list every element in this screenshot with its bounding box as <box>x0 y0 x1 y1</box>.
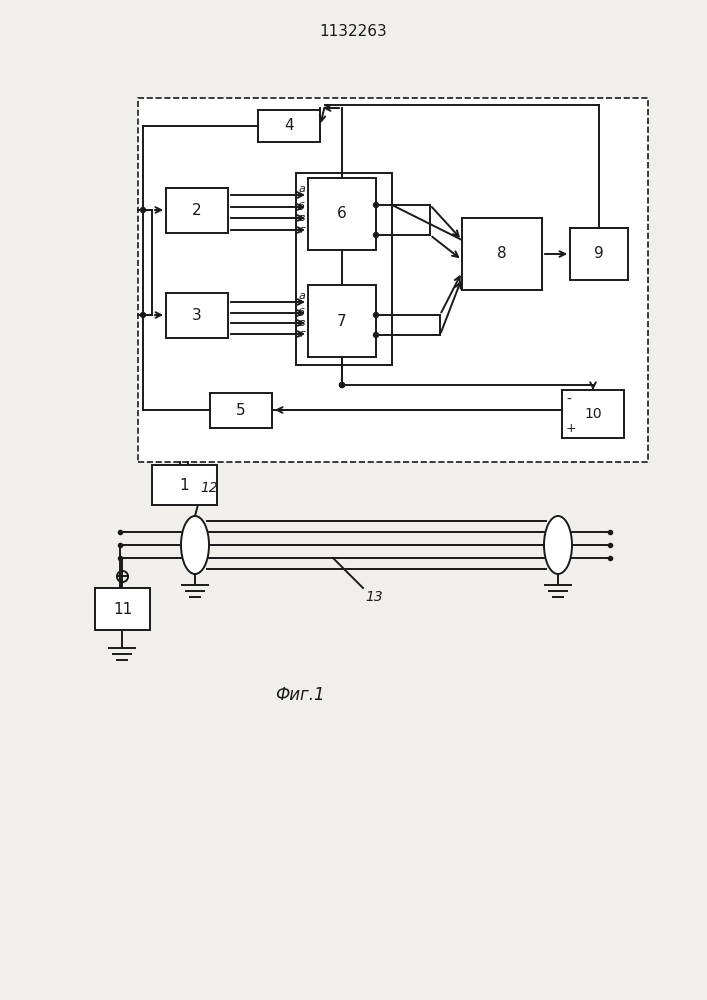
Text: -: - <box>566 393 571 407</box>
Bar <box>166 188 228 233</box>
Text: 6: 6 <box>337 207 347 222</box>
Text: 1132263: 1132263 <box>319 24 387 39</box>
Circle shape <box>373 312 378 318</box>
Circle shape <box>141 208 146 213</box>
Text: 10: 10 <box>584 407 602 421</box>
Text: г: г <box>299 225 305 235</box>
Text: б: б <box>298 308 305 318</box>
Bar <box>95 588 150 630</box>
Bar <box>138 98 648 462</box>
Circle shape <box>141 312 146 318</box>
Bar <box>562 390 624 438</box>
Text: +: + <box>566 422 577 434</box>
Bar <box>570 228 628 280</box>
Bar <box>308 178 376 250</box>
Circle shape <box>373 202 378 208</box>
Text: г: г <box>299 329 305 339</box>
Bar <box>210 393 272 428</box>
Text: а: а <box>298 184 305 194</box>
Bar <box>152 465 217 505</box>
Text: 12: 12 <box>200 481 218 495</box>
Ellipse shape <box>181 516 209 574</box>
Bar <box>308 285 376 357</box>
Text: 1: 1 <box>180 478 189 492</box>
Text: 2: 2 <box>192 203 201 218</box>
Text: б: б <box>298 202 305 212</box>
Text: 5: 5 <box>236 403 246 418</box>
Circle shape <box>339 382 344 387</box>
Text: а: а <box>298 291 305 301</box>
Text: 3: 3 <box>192 308 202 323</box>
Circle shape <box>339 382 344 387</box>
Bar <box>462 218 542 290</box>
Circle shape <box>373 332 378 338</box>
Text: 7: 7 <box>337 314 347 328</box>
Bar <box>296 173 392 365</box>
Bar <box>166 293 228 338</box>
Text: 4: 4 <box>284 118 294 133</box>
Text: Фиг.1: Фиг.1 <box>275 686 325 704</box>
Ellipse shape <box>544 516 572 574</box>
Text: 9: 9 <box>594 246 604 261</box>
Text: 8: 8 <box>497 246 507 261</box>
Text: 13: 13 <box>365 590 382 604</box>
Text: в: в <box>298 213 305 223</box>
Text: в: в <box>298 318 305 328</box>
Bar <box>258 110 320 142</box>
Text: 11: 11 <box>113 601 132 616</box>
Circle shape <box>373 232 378 237</box>
